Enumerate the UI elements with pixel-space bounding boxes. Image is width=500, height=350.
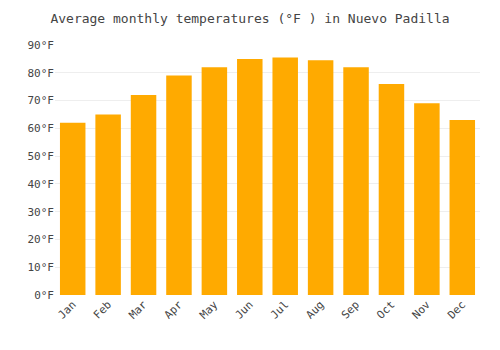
svg-text:Jul: Jul (268, 298, 291, 321)
svg-text:0°F: 0°F (34, 289, 54, 302)
svg-text:40°F: 40°F (28, 178, 55, 191)
svg-text:60°F: 60°F (28, 122, 55, 135)
svg-text:70°F: 70°F (28, 94, 55, 107)
svg-text:Dec: Dec (445, 298, 468, 321)
svg-text:Average monthly temperatures (: Average monthly temperatures (°F ) in Nu… (50, 11, 449, 26)
svg-text:Nov: Nov (410, 298, 434, 322)
svg-text:80°F: 80°F (28, 67, 55, 80)
svg-text:10°F: 10°F (28, 261, 55, 274)
svg-text:May: May (197, 298, 221, 322)
svg-text:50°F: 50°F (28, 150, 55, 163)
svg-text:Sep: Sep (339, 298, 362, 321)
svg-text:90°F: 90°F (28, 39, 55, 52)
svg-text:Jun: Jun (233, 298, 256, 321)
svg-text:Mar: Mar (126, 298, 150, 322)
svg-text:20°F: 20°F (28, 233, 55, 246)
svg-text:Apr: Apr (162, 298, 186, 322)
svg-text:30°F: 30°F (28, 206, 55, 219)
svg-text:Feb: Feb (91, 298, 114, 321)
svg-text:Oct: Oct (374, 298, 397, 321)
svg-text:Aug: Aug (303, 298, 326, 321)
svg-text:Jan: Jan (55, 298, 78, 321)
